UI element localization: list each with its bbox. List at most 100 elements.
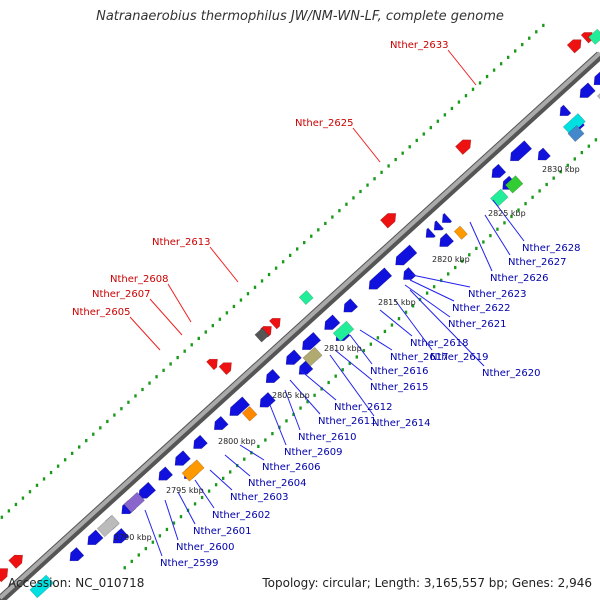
gene-label-reverse: Nther_2621 <box>448 319 506 330</box>
dot-inner <box>454 265 457 270</box>
gene-label-reverse: Nther_2615 <box>370 382 428 393</box>
tick-label: 2815 kbp <box>378 298 416 307</box>
dot-inner <box>271 432 274 436</box>
dot-inner <box>158 534 162 538</box>
gene-label-reverse: Nther_2610 <box>298 432 356 443</box>
misc-feature <box>298 290 314 305</box>
dot-outer <box>239 298 243 302</box>
dot-outer <box>485 74 489 79</box>
dot-inner <box>461 259 464 263</box>
dot-inner <box>496 227 499 231</box>
dot-outer <box>176 355 179 360</box>
tick-label: 2800 kbp <box>218 437 256 446</box>
dot-outer <box>380 170 383 174</box>
dot-outer <box>232 304 236 309</box>
reverse-gene <box>491 163 507 178</box>
dot-inner <box>299 406 302 410</box>
reverse-gene <box>425 227 436 238</box>
dot-inner <box>221 476 225 480</box>
leader-line-reverse <box>469 221 493 272</box>
leader-line-reverse <box>492 199 525 242</box>
dot-inner <box>573 157 576 161</box>
gene-label-reverse: Nther_2603 <box>230 492 288 503</box>
misc-feature <box>453 225 468 240</box>
reverse-gene <box>368 267 393 290</box>
gene-label-reverse: Nther_2601 <box>193 526 251 537</box>
gene-label-forward: Nther_2605 <box>72 307 130 318</box>
misc-feature <box>254 327 270 343</box>
dot-outer <box>225 311 229 315</box>
dot-inner <box>320 387 323 391</box>
dot-outer <box>148 381 151 385</box>
dot-inner <box>369 342 373 346</box>
dot-outer <box>260 279 264 283</box>
gene-label-reverse: Nther_2599 <box>160 558 218 569</box>
reverse-gene <box>259 392 276 408</box>
leader-line-reverse <box>284 389 301 431</box>
dot-outer <box>7 509 11 513</box>
dot-outer <box>422 132 425 136</box>
dot-outer <box>415 138 418 143</box>
dot-outer <box>246 292 250 296</box>
dot-inner <box>545 182 548 187</box>
dot-outer <box>408 145 411 149</box>
gene-label-reverse: Nther_2606 <box>262 462 320 473</box>
dot-inner <box>503 221 506 225</box>
dot-inner <box>151 540 155 544</box>
dot-inner <box>475 246 478 250</box>
dot-inner <box>538 189 541 193</box>
dot-inner <box>334 374 337 378</box>
leader-line-reverse <box>404 284 451 318</box>
tick-label: 2795 kbp <box>166 486 204 495</box>
dot-inner <box>580 150 584 155</box>
dot-inner <box>362 348 366 353</box>
dot-inner <box>439 278 443 282</box>
reverse-gene <box>324 314 341 330</box>
leader-line-reverse <box>177 491 196 525</box>
leader-line-reverse <box>144 509 163 557</box>
dot-inner <box>285 419 288 423</box>
tick-label: 2830 kbp <box>542 165 580 174</box>
gene-label-reverse: Nther_2611 <box>318 416 376 427</box>
reverse-gene <box>69 547 85 562</box>
dot-outer <box>63 458 67 462</box>
dot-outer <box>464 94 468 98</box>
dot-outer <box>162 368 165 372</box>
gene-label-reverse: Nther_2609 <box>284 447 342 458</box>
dot-outer <box>394 157 397 162</box>
reverse-gene <box>174 450 191 466</box>
leader-line-reverse <box>379 309 413 337</box>
dot-outer <box>492 68 496 72</box>
dot-outer <box>106 419 109 424</box>
gene-label-reverse: Nther_2628 <box>522 243 580 254</box>
dot-outer <box>331 215 334 219</box>
misc-feature <box>96 514 120 538</box>
dot-outer <box>0 515 4 519</box>
gene-label-reverse: Nther_2614 <box>372 418 430 429</box>
dot-inner <box>489 234 492 238</box>
dot-outer <box>429 126 433 130</box>
dot-inner <box>468 253 471 257</box>
dot-outer <box>85 439 88 443</box>
gene-features <box>0 28 600 599</box>
dot-inner <box>144 547 148 551</box>
dot-outer <box>274 266 278 270</box>
dot-inner <box>123 566 126 570</box>
dot-outer <box>310 234 313 238</box>
gene-label-reverse: Nther_2616 <box>370 366 428 377</box>
dot-inner <box>257 444 260 449</box>
dot-outer <box>352 196 355 200</box>
dot-inner <box>376 336 380 340</box>
dot-outer <box>218 317 222 321</box>
reverse-gene <box>579 82 596 98</box>
dot-outer <box>21 496 25 500</box>
dot-inner <box>447 272 450 276</box>
dot-inner <box>411 304 415 308</box>
dot-outer <box>528 36 531 40</box>
gene-label-reverse: Nther_2626 <box>490 273 548 284</box>
dot-inner <box>510 214 513 219</box>
dot-inner <box>341 368 344 372</box>
dot-outer <box>436 119 440 123</box>
gene-label-reverse: Nther_2622 <box>452 303 510 314</box>
dot-inner <box>172 521 176 525</box>
